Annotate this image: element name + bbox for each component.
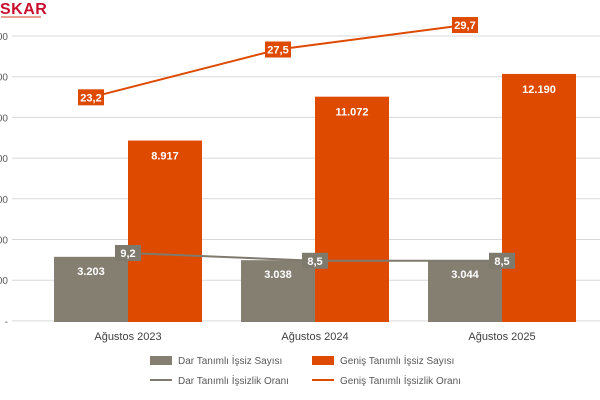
line-marker: [115, 244, 141, 261]
lines: 9,2 8,5 8,5 23,2 27,5 29,7: [78, 17, 515, 269]
line-value-label: 8,5: [307, 256, 322, 268]
y-tick-label: .000: [0, 276, 8, 287]
y-tick-label: .000: [0, 195, 8, 206]
bar: [502, 73, 576, 322]
x-tick-label: Ağustos 2023: [94, 331, 161, 343]
logo-text: SKAR: [0, 1, 48, 18]
x-tick-label: Ağustos 2024: [281, 331, 348, 343]
line-marker: [489, 252, 515, 269]
legend-swatch: [312, 356, 334, 365]
line-value-label: 23,2: [80, 92, 101, 104]
y-tick-label: .000: [0, 154, 8, 165]
bar-value-label: 8.917: [151, 151, 179, 163]
line-value-label: 27,5: [267, 45, 288, 57]
line-marker: [78, 89, 104, 106]
legend-label: Geniş Tanımlı İşsiz Sayısı: [340, 354, 454, 367]
legend-label: Dar Tanımlı İşsiz Sayısı: [178, 354, 282, 367]
bar: [241, 260, 315, 322]
bar: [315, 96, 389, 322]
y-tick-label: .000: [0, 113, 8, 124]
x-axis-labels: Ağustos 2023 Ağustos 2024 Ağustos 2025: [94, 331, 535, 343]
legend-swatch: [150, 356, 172, 365]
y-tick-label: .000: [0, 236, 8, 247]
line-marker: [302, 252, 328, 269]
line-value-label: 9,2: [120, 248, 135, 260]
line-value-label: 8,5: [494, 256, 509, 268]
line-value-label: 29,7: [454, 20, 475, 32]
bar: [428, 260, 502, 322]
legend-label: Geniş Tanımlı İşsizlik Oranı: [340, 374, 461, 387]
line-marker: [452, 17, 478, 34]
logo: SKAR: [0, 0, 47, 20]
y-axis-ticks: .000 .000 .000 .000 .000 .000 .000 -: [0, 32, 8, 328]
bar-labels: 3.203 8.917 3.038 11.072 3.044 12.190: [77, 84, 556, 281]
y-tick-label: -: [5, 317, 8, 328]
y-tick-label: .000: [0, 73, 8, 84]
legend-label: Dar Tanımlı İşsizlik Oranı: [178, 374, 289, 387]
bar-value-label: 3.044: [451, 269, 479, 281]
bar: [54, 256, 128, 322]
bar-value-label: 11.072: [335, 107, 368, 119]
bars: [54, 73, 576, 322]
line-marker: [265, 41, 291, 58]
y-tick-label: .000: [0, 32, 8, 43]
logo-underline: [1, 16, 41, 18]
x-tick-label: Ağustos 2025: [468, 331, 535, 343]
bar-value-label: 3.038: [264, 269, 292, 281]
bar: [128, 140, 202, 322]
bar-value-label: 12.190: [522, 84, 556, 96]
bar-value-label: 3.203: [77, 266, 105, 278]
legend: Dar Tanımlı İşsiz Sayısı Geniş Tanımlı İş…: [150, 354, 461, 387]
